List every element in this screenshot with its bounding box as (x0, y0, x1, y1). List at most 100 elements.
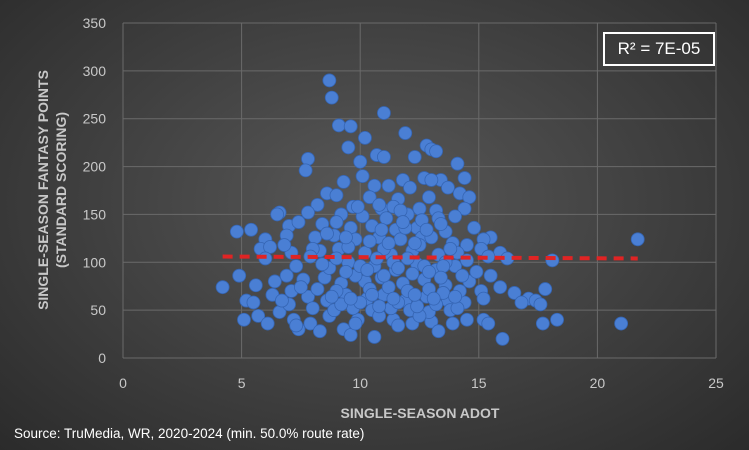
data-point (329, 188, 344, 203)
data-point (436, 259, 451, 274)
data-point (538, 282, 553, 296)
data-point (310, 197, 325, 212)
data-point (350, 199, 365, 214)
data-point (324, 289, 339, 304)
data-point (377, 268, 391, 283)
y-axis-ticks: 0 50 100 150 200 250 300 350 (83, 15, 107, 366)
data-point (377, 150, 391, 164)
data-point (445, 316, 460, 331)
data-point (550, 312, 564, 327)
data-point (367, 330, 382, 344)
data-point (467, 220, 481, 235)
data-point (277, 238, 292, 252)
data-point (450, 301, 465, 316)
x-tick-label: 5 (238, 375, 246, 391)
data-point (457, 201, 472, 216)
data-point (362, 234, 377, 249)
data-point (403, 180, 417, 195)
data-point (267, 274, 282, 289)
trendline (222, 254, 638, 261)
data-point (443, 241, 458, 256)
data-point (379, 211, 394, 226)
data-point (535, 316, 550, 331)
data-point (448, 289, 462, 304)
data-point (298, 163, 313, 178)
data-point (343, 119, 358, 134)
data-point (343, 328, 358, 342)
data-point (614, 316, 629, 331)
data-point (412, 201, 427, 216)
x-axis-title: SINGLE-SEASON ADOT (341, 405, 500, 421)
x-axis-ticks: 0 5 10 15 20 25 (119, 375, 724, 391)
data-point (355, 169, 370, 184)
data-point (448, 209, 462, 224)
data-point (391, 261, 406, 275)
x-tick-label: 0 (119, 375, 127, 391)
data-point (305, 301, 320, 316)
data-point (339, 264, 353, 279)
data-point (457, 171, 472, 185)
y-tick-label: 150 (83, 206, 107, 222)
data-point (462, 190, 477, 205)
data-point (303, 316, 318, 331)
data-point (248, 278, 263, 293)
data-point (312, 324, 327, 339)
data-point (339, 230, 353, 245)
x-tick-label: 15 (471, 375, 487, 391)
y-axis-title-line2: (STANDARD SCORING) (53, 112, 69, 268)
data-point (372, 197, 387, 212)
data-point (324, 90, 339, 105)
data-point (422, 264, 436, 279)
data-point (407, 287, 422, 302)
trendline-segment (222, 254, 638, 261)
data-point (353, 154, 368, 169)
data-point (237, 312, 251, 327)
data-point (293, 280, 308, 295)
data-point (289, 259, 304, 274)
data-point (405, 266, 420, 281)
source-note: Source: TruMedia, WR, 2020-2024 (min. 50… (14, 426, 365, 441)
data-point (393, 232, 408, 247)
data-point (398, 126, 413, 140)
data-point (395, 215, 410, 229)
data-point (215, 280, 230, 295)
data-points (215, 73, 645, 346)
y-axis-title-line1: SINGLE-SEASON FANTASY POINTS (35, 70, 51, 310)
data-point (360, 263, 375, 277)
data-point (381, 236, 396, 251)
data-point (630, 232, 645, 247)
data-point (495, 331, 510, 346)
data-point (450, 156, 465, 171)
y-tick-label: 100 (83, 254, 107, 270)
y-tick-label: 300 (83, 63, 107, 79)
data-point (533, 297, 548, 312)
data-point (433, 217, 448, 231)
y-tick-label: 200 (83, 159, 107, 175)
x-tick-label: 20 (590, 375, 606, 391)
data-point (341, 140, 356, 155)
data-point (270, 207, 285, 222)
gridlines (122, 22, 717, 359)
x-tick-label: 10 (352, 375, 368, 391)
data-point (429, 144, 444, 159)
data-point (391, 318, 406, 333)
data-point (279, 268, 294, 283)
data-point (310, 282, 325, 296)
data-point (244, 222, 258, 237)
data-point (308, 230, 323, 245)
data-point (322, 73, 337, 88)
data-point (229, 224, 244, 239)
data-point (431, 324, 446, 339)
data-point (372, 299, 387, 314)
data-point (320, 226, 334, 241)
r-squared-annotation: R² = 7E-05 (603, 32, 715, 66)
y-tick-label: 250 (83, 111, 107, 127)
data-point (331, 118, 346, 133)
data-point (433, 270, 448, 285)
data-point (336, 174, 351, 189)
data-point (251, 308, 266, 323)
data-point (377, 106, 391, 120)
data-point (507, 286, 522, 300)
data-point (419, 222, 434, 237)
